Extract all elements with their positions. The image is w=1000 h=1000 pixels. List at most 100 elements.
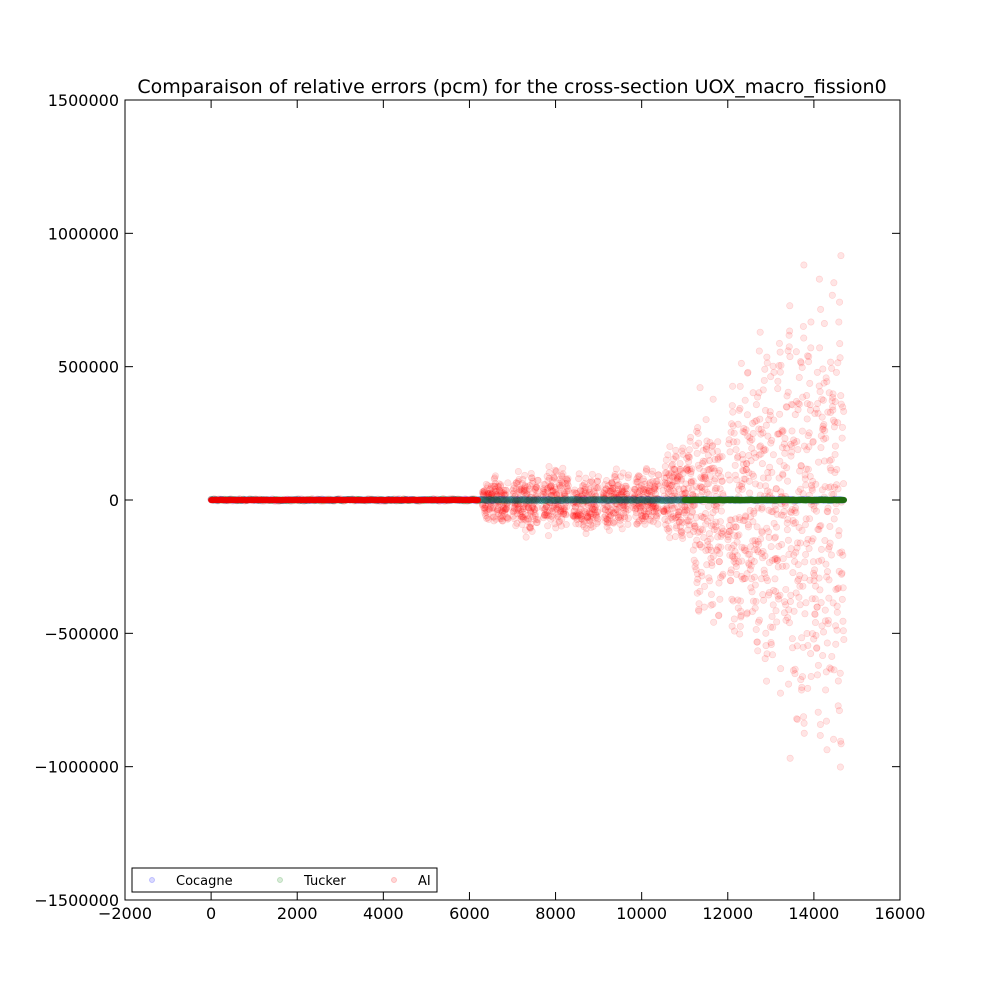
data-point xyxy=(590,506,598,514)
data-point xyxy=(492,491,500,499)
data-point xyxy=(487,485,495,493)
data-point xyxy=(604,482,612,490)
data-point xyxy=(717,507,725,515)
data-point xyxy=(527,523,535,531)
data-point xyxy=(582,530,590,538)
legend-label-ai: AI xyxy=(418,874,431,889)
data-point xyxy=(823,568,831,576)
data-point xyxy=(509,508,517,516)
data-point xyxy=(588,516,596,524)
data-point xyxy=(482,512,490,520)
data-point xyxy=(498,493,506,501)
data-point xyxy=(556,491,564,499)
data-point xyxy=(769,651,777,659)
data-point xyxy=(500,496,508,504)
data-point xyxy=(608,494,616,502)
data-point xyxy=(838,423,846,431)
data-point xyxy=(521,526,529,534)
data-point xyxy=(600,486,608,494)
data-point xyxy=(830,666,838,674)
data-point xyxy=(503,499,511,507)
data-point xyxy=(783,526,791,534)
data-point xyxy=(814,671,822,679)
data-point xyxy=(744,368,752,376)
data-point xyxy=(614,489,622,497)
data-point xyxy=(816,731,824,739)
data-point xyxy=(527,508,535,516)
data-point xyxy=(583,492,591,500)
data-point xyxy=(482,508,490,516)
data-point xyxy=(533,490,541,498)
data-point xyxy=(769,601,777,609)
data-point xyxy=(594,508,602,516)
data-point xyxy=(591,509,599,517)
data-point xyxy=(611,485,619,493)
data-point xyxy=(534,492,542,500)
legend-label-cocagne: Cocagne xyxy=(176,874,233,889)
data-point xyxy=(569,499,577,507)
data-point xyxy=(631,498,639,506)
data-point xyxy=(487,497,495,505)
data-point xyxy=(726,448,734,456)
data-point xyxy=(491,474,499,482)
data-point xyxy=(612,505,620,513)
data-point xyxy=(750,472,758,480)
data-point xyxy=(839,551,847,559)
data-point xyxy=(801,521,809,529)
legend-marker xyxy=(277,877,283,883)
data-point xyxy=(544,487,552,495)
data-point xyxy=(487,482,495,490)
data-point xyxy=(836,354,844,362)
data-point xyxy=(532,483,540,491)
data-point xyxy=(839,627,847,635)
data-point xyxy=(771,533,779,541)
data-point xyxy=(687,433,695,441)
data-point xyxy=(604,496,612,504)
x-tick-label: 2000 xyxy=(277,904,318,923)
data-point xyxy=(816,586,824,594)
data-point xyxy=(804,684,812,692)
data-point xyxy=(811,610,819,618)
data-point xyxy=(483,514,491,522)
data-point xyxy=(834,419,842,427)
data-point xyxy=(621,513,629,521)
data-point xyxy=(751,604,759,612)
data-point xyxy=(490,513,498,521)
data-point xyxy=(489,482,497,490)
data-point xyxy=(729,408,737,416)
data-point xyxy=(821,427,829,435)
data-point xyxy=(733,538,741,546)
data-point xyxy=(602,485,610,493)
data-point xyxy=(533,518,541,526)
data-point xyxy=(800,713,808,721)
data-point xyxy=(513,510,521,518)
data-point xyxy=(619,486,627,494)
data-point xyxy=(686,453,694,461)
data-point xyxy=(609,485,617,493)
data-point xyxy=(823,639,831,647)
data-point xyxy=(547,484,555,492)
data-point xyxy=(757,535,765,543)
data-point xyxy=(666,443,674,451)
data-point xyxy=(481,497,489,505)
data-point xyxy=(809,535,817,543)
data-point xyxy=(672,446,680,454)
data-point xyxy=(793,642,801,650)
data-point xyxy=(571,486,579,494)
data-point xyxy=(679,534,687,542)
data-point xyxy=(808,486,816,494)
data-point xyxy=(731,461,739,469)
data-point xyxy=(539,487,547,495)
data-point xyxy=(606,512,614,520)
data-point xyxy=(557,504,565,512)
data-point xyxy=(823,378,831,386)
data-point xyxy=(544,477,552,485)
data-point xyxy=(629,499,637,507)
data-point xyxy=(551,501,559,509)
data-point xyxy=(578,488,586,496)
data-point xyxy=(615,485,623,493)
data-point xyxy=(501,506,509,514)
data-point xyxy=(585,509,593,517)
data-point xyxy=(520,486,528,494)
data-point xyxy=(488,490,496,498)
